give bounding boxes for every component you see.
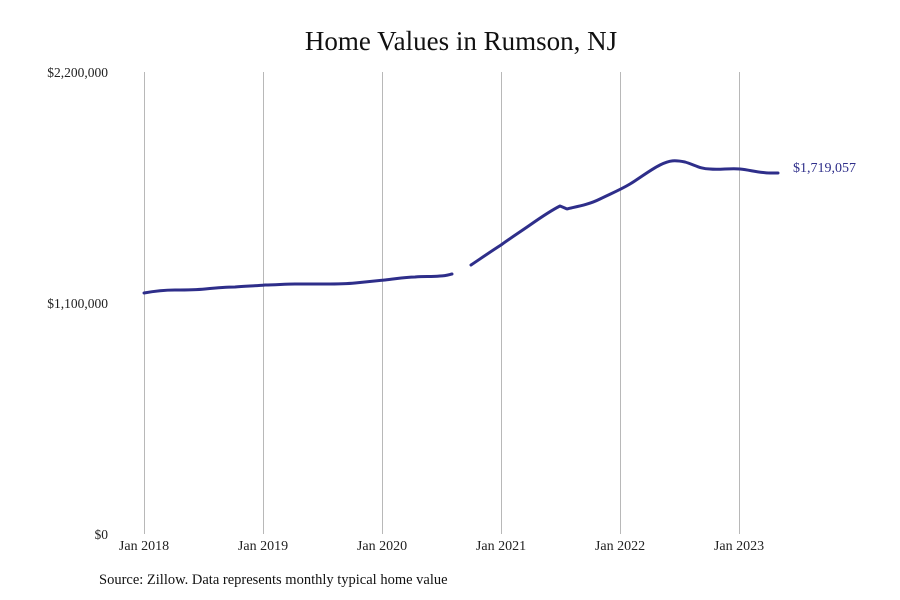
x-tick-label: Jan 2023: [714, 539, 764, 554]
gridlines: [144, 72, 740, 534]
x-tick-label: Jan 2020: [357, 539, 407, 554]
series-segment-2: [469, 159, 780, 267]
x-tick-label: Jan 2021: [476, 539, 526, 554]
x-tick-label: Jan 2018: [119, 539, 169, 554]
y-tick-label: $2,200,000: [47, 65, 108, 80]
x-tick-label: Jan 2022: [595, 539, 645, 554]
y-tick-label: $1,100,000: [47, 296, 108, 311]
series-segment-1: [142, 272, 454, 295]
end-value-label: $1,719,057: [793, 161, 856, 176]
y-axis: $2,200,000 $1,100,000 $0: [47, 65, 108, 542]
x-tick-label: Jan 2019: [238, 539, 288, 554]
data-series: [142, 159, 780, 295]
source-note: Source: Zillow. Data represents monthly …: [99, 572, 448, 588]
chart-title: Home Values in Rumson, NJ: [304, 26, 618, 56]
x-axis: Jan 2018 Jan 2019 Jan 2020 Jan 2021 Jan …: [119, 539, 764, 554]
y-tick-label: $0: [95, 527, 109, 542]
